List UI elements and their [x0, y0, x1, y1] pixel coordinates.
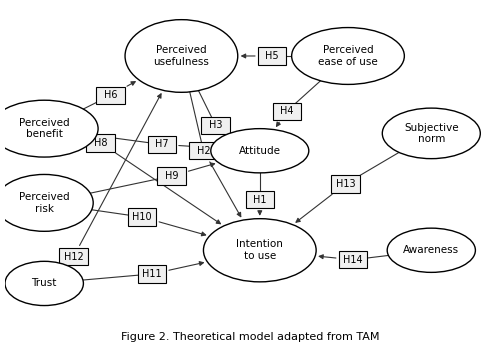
Ellipse shape	[204, 219, 316, 282]
Text: H3: H3	[209, 120, 222, 131]
Text: H5: H5	[265, 51, 279, 61]
Text: H10: H10	[132, 212, 152, 222]
Text: H1: H1	[253, 195, 266, 205]
Text: Awareness: Awareness	[403, 245, 460, 255]
FancyBboxPatch shape	[158, 167, 186, 185]
Ellipse shape	[387, 228, 476, 272]
FancyBboxPatch shape	[272, 102, 301, 120]
Text: Subjective
norm: Subjective norm	[404, 122, 458, 144]
FancyBboxPatch shape	[128, 208, 156, 226]
FancyBboxPatch shape	[148, 136, 176, 153]
Ellipse shape	[0, 100, 98, 157]
Text: Attitude: Attitude	[239, 146, 281, 156]
Ellipse shape	[5, 261, 84, 305]
Text: H8: H8	[94, 138, 108, 148]
FancyBboxPatch shape	[86, 134, 115, 152]
Ellipse shape	[211, 128, 309, 173]
Text: H14: H14	[343, 255, 362, 265]
Ellipse shape	[125, 20, 238, 92]
Text: H13: H13	[336, 179, 355, 189]
Text: Trust: Trust	[32, 278, 57, 289]
Text: Perceived
usefulness: Perceived usefulness	[154, 45, 210, 67]
FancyBboxPatch shape	[246, 191, 274, 208]
FancyBboxPatch shape	[202, 117, 230, 134]
Text: Perceived
ease of use: Perceived ease of use	[318, 45, 378, 67]
Text: H4: H4	[280, 106, 293, 116]
Text: H12: H12	[64, 252, 84, 261]
Text: H9: H9	[165, 171, 178, 181]
Ellipse shape	[0, 174, 93, 231]
Text: Figure 2. Theoretical model adapted from TAM: Figure 2. Theoretical model adapted from…	[121, 332, 380, 342]
Text: Perceived
risk: Perceived risk	[19, 192, 70, 214]
FancyBboxPatch shape	[189, 142, 218, 159]
Text: H7: H7	[155, 139, 168, 150]
Ellipse shape	[382, 108, 480, 159]
Text: Perceived
benefit: Perceived benefit	[19, 118, 70, 139]
FancyBboxPatch shape	[338, 251, 367, 269]
FancyBboxPatch shape	[138, 265, 166, 283]
Text: Intention
to use: Intention to use	[236, 239, 283, 261]
Text: H2: H2	[196, 146, 210, 156]
Text: H11: H11	[142, 269, 162, 279]
Ellipse shape	[292, 27, 405, 84]
FancyBboxPatch shape	[96, 87, 124, 104]
FancyBboxPatch shape	[258, 47, 286, 65]
FancyBboxPatch shape	[332, 175, 360, 193]
FancyBboxPatch shape	[60, 248, 88, 265]
Text: H6: H6	[104, 91, 117, 100]
